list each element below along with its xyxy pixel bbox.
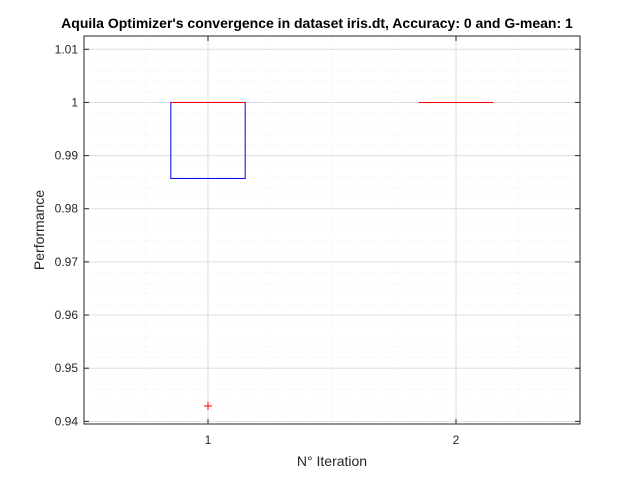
y-axis-label: Performance bbox=[31, 190, 47, 270]
y-tick-label: 0.97 bbox=[55, 255, 79, 269]
y-tick-label: 1.01 bbox=[55, 42, 79, 56]
major-grid bbox=[84, 36, 580, 424]
plot-area bbox=[83, 35, 581, 425]
y-tick-label: 0.96 bbox=[55, 308, 79, 322]
x-axis-label: N° Iteration bbox=[297, 453, 367, 469]
boxes bbox=[170, 101, 494, 410]
axes-background bbox=[84, 36, 580, 424]
chart-title: Aquila Optimizer's convergence in datase… bbox=[61, 15, 573, 31]
x-tick-label: 2 bbox=[453, 433, 460, 447]
y-tick-label: 0.99 bbox=[55, 149, 79, 163]
box-group-1 bbox=[170, 101, 246, 410]
y-tick-label: 0.98 bbox=[55, 202, 79, 216]
ticks bbox=[84, 36, 580, 424]
axes-frame bbox=[83, 35, 581, 425]
y-tick-label: 0.95 bbox=[55, 361, 79, 375]
y-tick-label: 0.94 bbox=[55, 414, 79, 428]
y-tick-labels: 0.94 0.95 0.96 0.97 0.98 0.99 1 1.01 bbox=[55, 42, 79, 428]
y-tick-label: 1 bbox=[71, 95, 78, 109]
x-tick-label: 1 bbox=[205, 433, 212, 447]
